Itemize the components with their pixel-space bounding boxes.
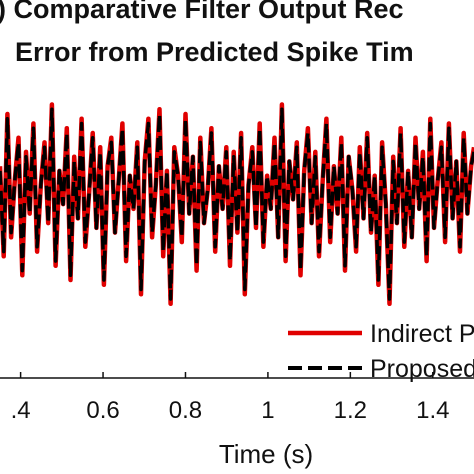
series-line-proposed <box>0 107 474 301</box>
x-axis-label: Time (s) <box>219 439 313 469</box>
chart-title-line-1: ) Comparative Filter Output Rec <box>0 0 404 24</box>
x-tick-label: 0.6 <box>86 397 119 424</box>
plot-lines <box>0 102 474 307</box>
x-tick-label: .4 <box>11 397 31 424</box>
x-tick-label: 1.2 <box>334 397 367 424</box>
x-tick-label: 0.8 <box>169 397 202 424</box>
x-tick-label: 1 <box>261 397 274 424</box>
legend-label-proposed: Proposed <box>370 355 474 383</box>
legend-label-indirect: Indirect P <box>370 320 474 348</box>
x-ticks: .4 0.6 0.8 1 1.2 1.4 <box>11 372 449 424</box>
chart-title-line-2: Error from Predicted Spike Tim <box>15 37 414 67</box>
x-tick-label: 1.4 <box>416 397 449 424</box>
legend: Indirect P Proposed <box>288 320 474 383</box>
